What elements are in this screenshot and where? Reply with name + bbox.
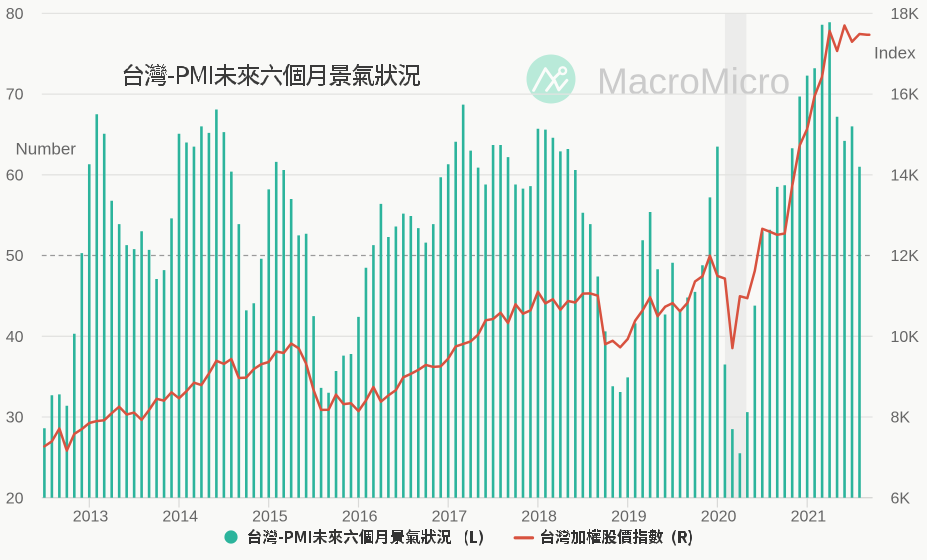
svg-text:2019: 2019 (611, 509, 647, 526)
svg-text:70: 70 (6, 87, 24, 104)
svg-text:14K: 14K (891, 167, 920, 184)
svg-text:30: 30 (6, 410, 24, 427)
svg-text:MacroMicro: MacroMicro (597, 61, 790, 102)
svg-text:8K: 8K (891, 410, 911, 427)
svg-text:40: 40 (6, 329, 24, 346)
svg-text:50: 50 (6, 248, 24, 265)
svg-text:2013: 2013 (73, 509, 109, 526)
svg-text:6K: 6K (891, 490, 911, 507)
svg-text:80: 80 (6, 6, 24, 23)
svg-text:20: 20 (6, 490, 24, 507)
svg-text:2017: 2017 (432, 509, 468, 526)
svg-text:12K: 12K (891, 248, 920, 265)
svg-text:2020: 2020 (701, 509, 737, 526)
svg-text:Number: Number (16, 140, 77, 159)
svg-text:2014: 2014 (162, 509, 198, 526)
svg-text:60: 60 (6, 167, 24, 184)
svg-text:2018: 2018 (521, 509, 557, 526)
svg-text:Index: Index (874, 44, 916, 63)
svg-text:2021: 2021 (791, 509, 827, 526)
svg-text:2015: 2015 (252, 509, 288, 526)
svg-text:18K: 18K (891, 6, 920, 23)
svg-text:16K: 16K (891, 87, 920, 104)
svg-text:10K: 10K (891, 329, 920, 346)
svg-text:2016: 2016 (342, 509, 378, 526)
